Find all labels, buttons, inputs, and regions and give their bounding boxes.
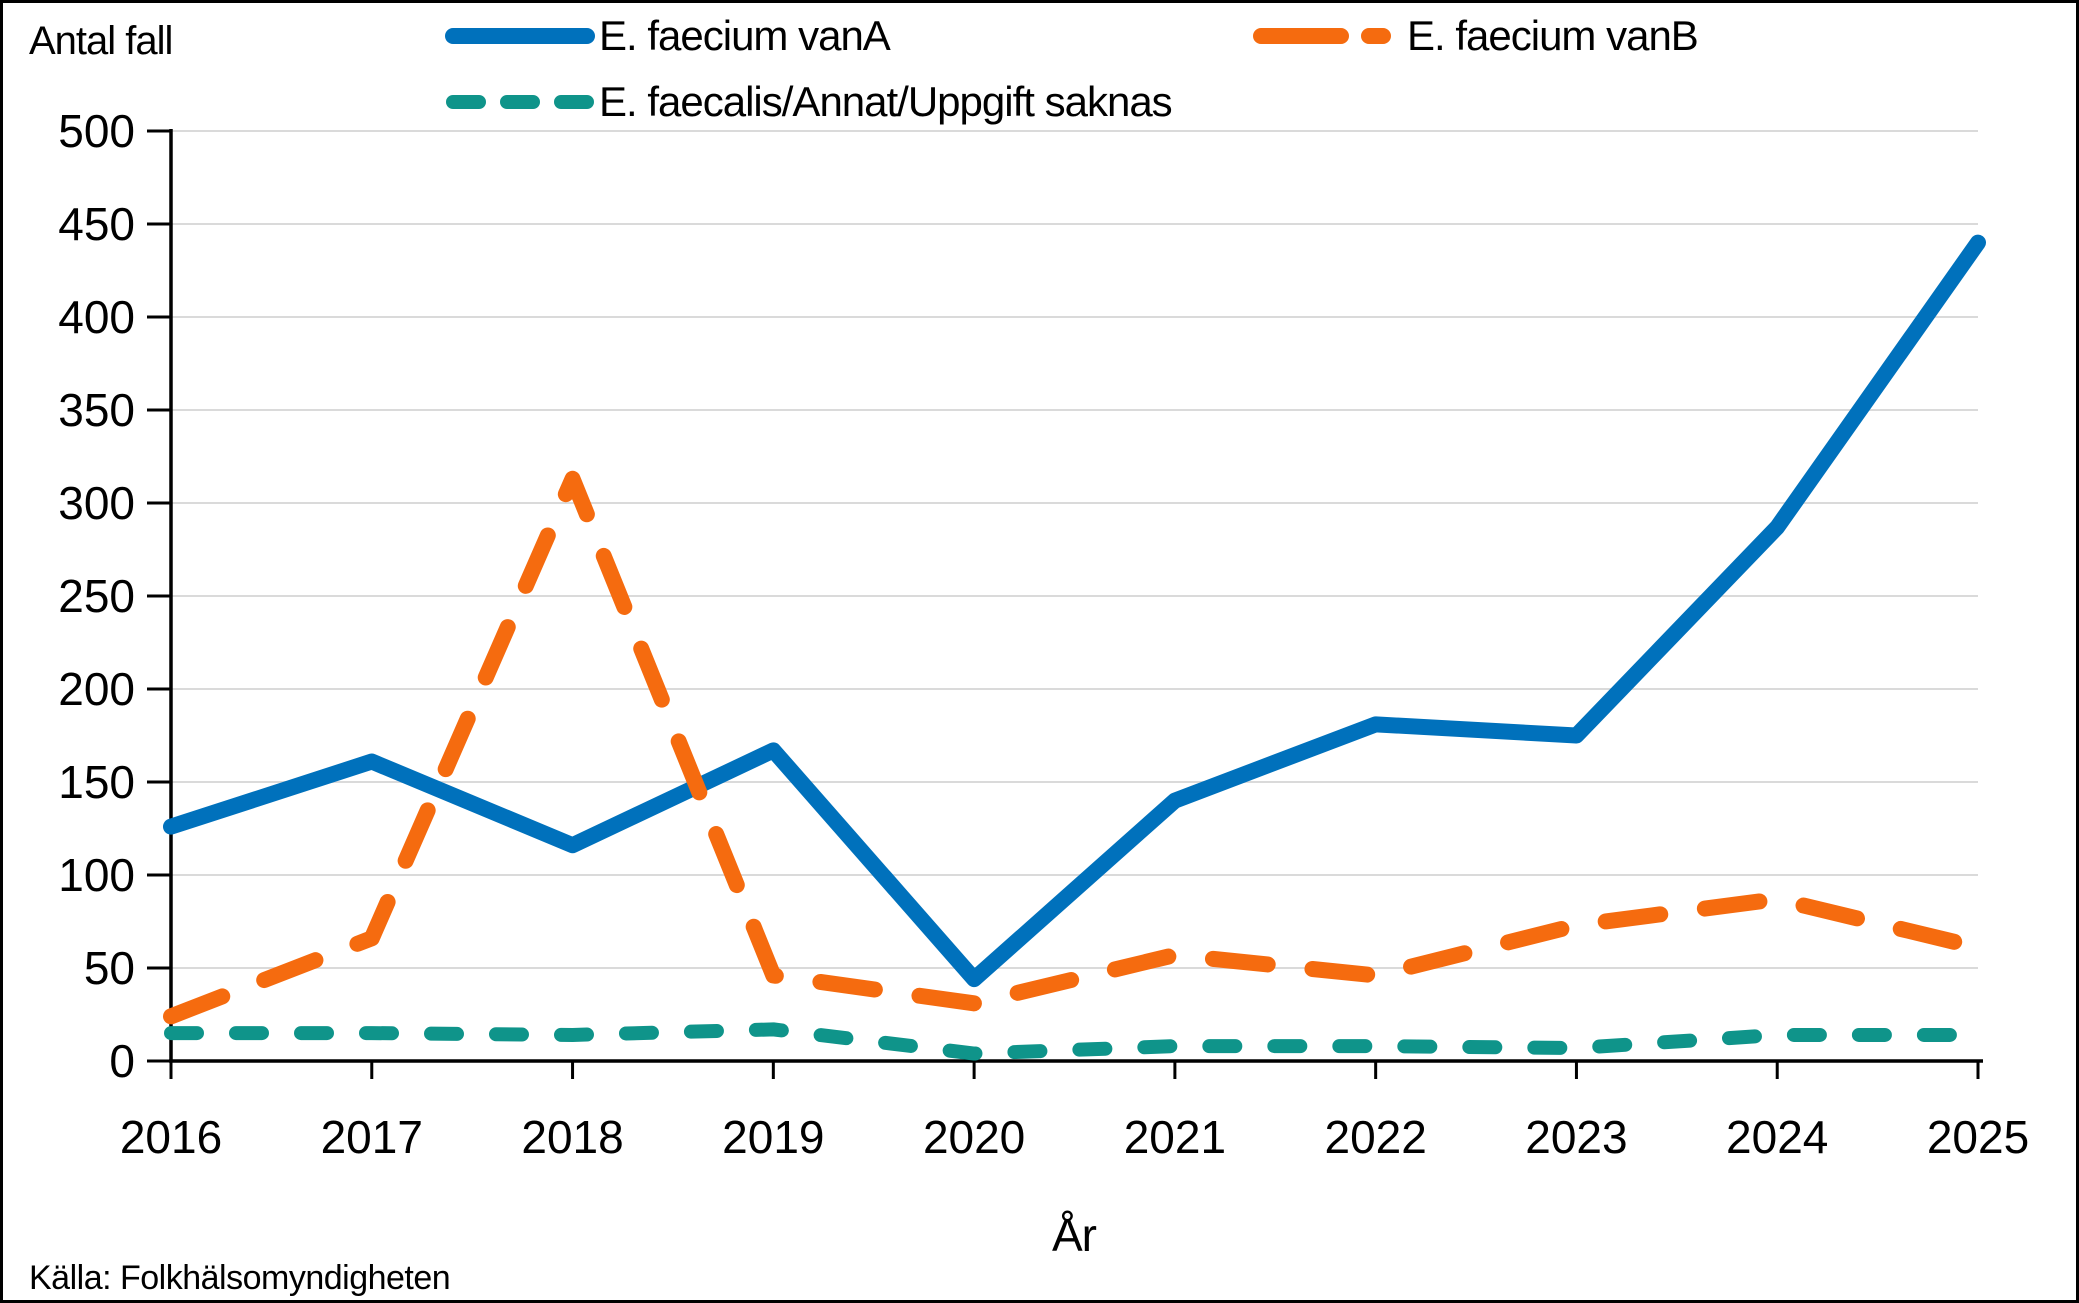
x-tick-label-2016: 2016 xyxy=(120,1111,222,1163)
y-tick-label-400: 400 xyxy=(58,291,135,343)
x-tick-label-2018: 2018 xyxy=(521,1111,623,1163)
x-tick-label-2023: 2023 xyxy=(1525,1111,1627,1163)
y-tick-label-0: 0 xyxy=(109,1035,135,1087)
y-tick-label-200: 200 xyxy=(58,663,135,715)
source-note: Källa: Folkhälsomyndigheten xyxy=(29,1259,451,1297)
y-tick-label-300: 300 xyxy=(58,477,135,529)
x-tick-label-2019: 2019 xyxy=(722,1111,824,1163)
y-axis-title: Antal fall xyxy=(29,19,173,63)
series-line-faecalis xyxy=(164,1022,1985,1061)
legend-item-faecalis: E. faecalis/Annat/Uppgift saknas xyxy=(445,78,1173,125)
y-tick-label-500: 500 xyxy=(58,105,135,157)
y-tick-label-250: 250 xyxy=(58,570,135,622)
legend-label-faecalis: E. faecalis/Annat/Uppgift saknas xyxy=(599,78,1173,125)
series-line-vanb xyxy=(163,470,1986,1025)
x-axis-title: År xyxy=(1052,1209,1097,1261)
y-tick-label-50: 50 xyxy=(84,942,135,994)
y-tick-label-150: 150 xyxy=(58,756,135,808)
x-tick-label-2020: 2020 xyxy=(923,1111,1025,1163)
legend-swatch-vana xyxy=(445,28,595,44)
x-tick-label-2017: 2017 xyxy=(321,1111,423,1163)
legend-label-vanb: E. faecium vanB xyxy=(1407,12,1699,59)
x-tick-label-2022: 2022 xyxy=(1324,1111,1426,1163)
legend-item-vanb: E. faecium vanB xyxy=(1253,12,1699,59)
y-tick-label-350: 350 xyxy=(58,384,135,436)
y-tick-label-100: 100 xyxy=(58,849,135,901)
legend-label-vana: E. faecium vanA xyxy=(599,12,891,59)
x-tick-label-2025: 2025 xyxy=(1927,1111,2029,1163)
legend-swatch-vanb xyxy=(1253,28,1403,44)
legend-swatch-faecalis xyxy=(446,95,594,109)
series-line-vana xyxy=(163,234,1986,988)
legend-item-vana: E. faecium vanA xyxy=(445,12,891,59)
line-chart: 0 50 100 150 200 250 300 350 400 450 500 2016 2017 20… xyxy=(58,105,2029,1163)
x-tick-label-2021: 2021 xyxy=(1124,1111,1226,1163)
x-tick-label-2024: 2024 xyxy=(1726,1111,1828,1163)
y-tick-label-450: 450 xyxy=(58,198,135,250)
